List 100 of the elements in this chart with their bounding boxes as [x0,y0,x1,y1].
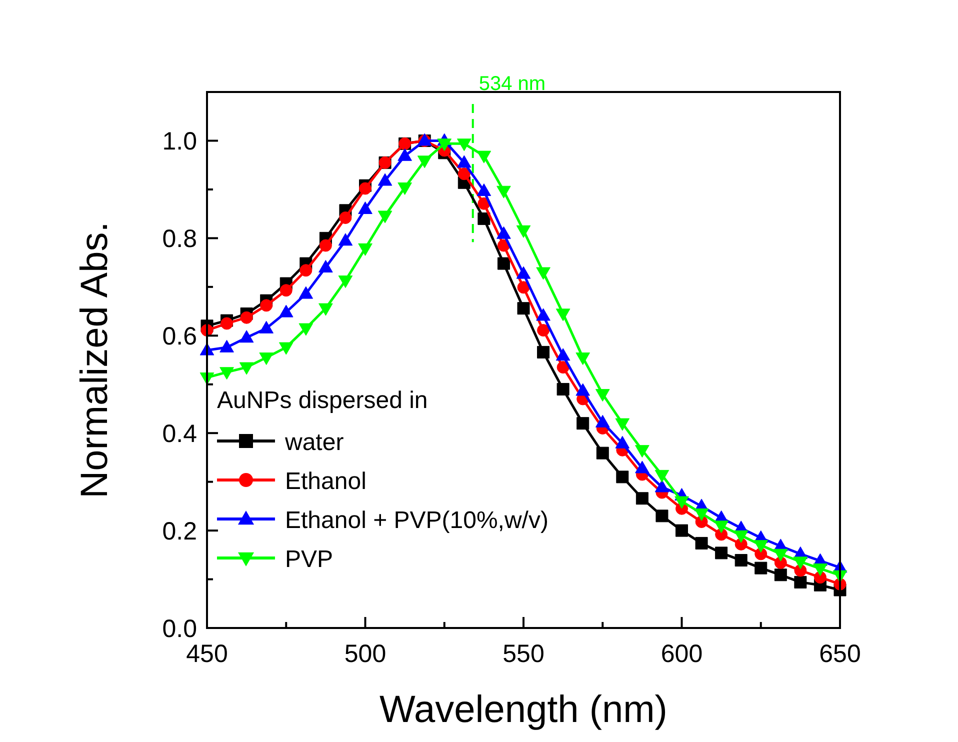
y-tick-label: 0.6 [162,322,197,351]
point [793,556,808,570]
point [754,540,768,553]
x-tick-label: 600 [660,640,703,668]
point [378,210,392,224]
point [497,257,510,270]
point [595,389,610,402]
point [478,212,490,225]
point [774,548,788,562]
point [437,138,452,152]
point [457,155,472,168]
y-tick-label: 0.2 [162,518,197,546]
point [635,445,650,458]
point [576,383,590,396]
point [259,320,274,334]
point [516,225,531,238]
point [398,148,412,161]
point [338,233,353,246]
y-tick-label: 1.0 [162,128,197,156]
point [516,266,531,279]
point [676,524,688,537]
point [794,576,807,588]
point [694,508,709,521]
point [635,460,650,474]
point [220,317,234,330]
legend-label: Ethanol + PVP(10%,w/v) [285,507,548,534]
y-axis-title: Normalized Abs. [74,222,116,498]
point [458,168,470,180]
point [476,183,492,196]
point [358,243,372,256]
x-tick-label: 650 [819,640,861,668]
point [417,156,432,168]
point [496,186,511,198]
point [338,276,353,288]
point [774,568,787,582]
point [280,284,292,297]
point [359,182,372,195]
point [298,286,314,299]
point [596,446,609,460]
point [615,418,630,431]
legend-label: Ethanol [285,468,366,495]
point [278,304,294,318]
legend-label: water [284,429,344,456]
point [220,340,234,352]
point [674,496,689,509]
point [239,362,254,375]
point [537,346,550,358]
point [615,436,630,448]
point [536,308,550,321]
point [734,530,748,543]
point [715,546,728,560]
point [636,492,648,505]
point [457,138,472,152]
y-tick-label: 0.8 [162,225,197,254]
point [714,520,728,534]
point [300,264,312,277]
text: 0.0 [162,615,197,643]
point [576,352,590,366]
x-tick-label: 550 [502,640,544,668]
point [220,367,234,380]
point [734,554,748,567]
point [813,564,828,576]
x-tick-label: 500 [344,640,386,668]
point [556,348,570,361]
point [656,510,668,522]
point [260,299,273,312]
point [278,342,294,355]
point [576,417,590,430]
ref-line-label: 534 nm [478,73,546,95]
point [595,414,610,428]
point [398,182,412,195]
point [695,536,708,550]
point [318,303,333,316]
point [497,239,510,252]
point [654,470,670,482]
y-tick-label: 0.4 [162,420,198,448]
point [319,239,332,252]
point [537,324,550,337]
legend-title: AuNPs dispersed in [217,387,428,414]
point [556,361,570,374]
point [298,323,314,336]
point [556,308,570,322]
point [754,562,768,574]
point [536,267,550,280]
point [476,150,492,164]
legend-label: PVP [285,546,334,573]
point [318,260,333,272]
point [239,330,254,343]
point [556,382,570,396]
point [496,226,511,239]
point [240,311,253,324]
x-tick-label: 450 [186,640,228,668]
point [339,211,352,224]
point [517,302,530,315]
point [616,470,629,484]
point [378,173,392,186]
point [259,352,274,366]
point [654,480,670,492]
x-axis-title: Wavelength (nm) [380,689,668,731]
point [358,201,372,214]
